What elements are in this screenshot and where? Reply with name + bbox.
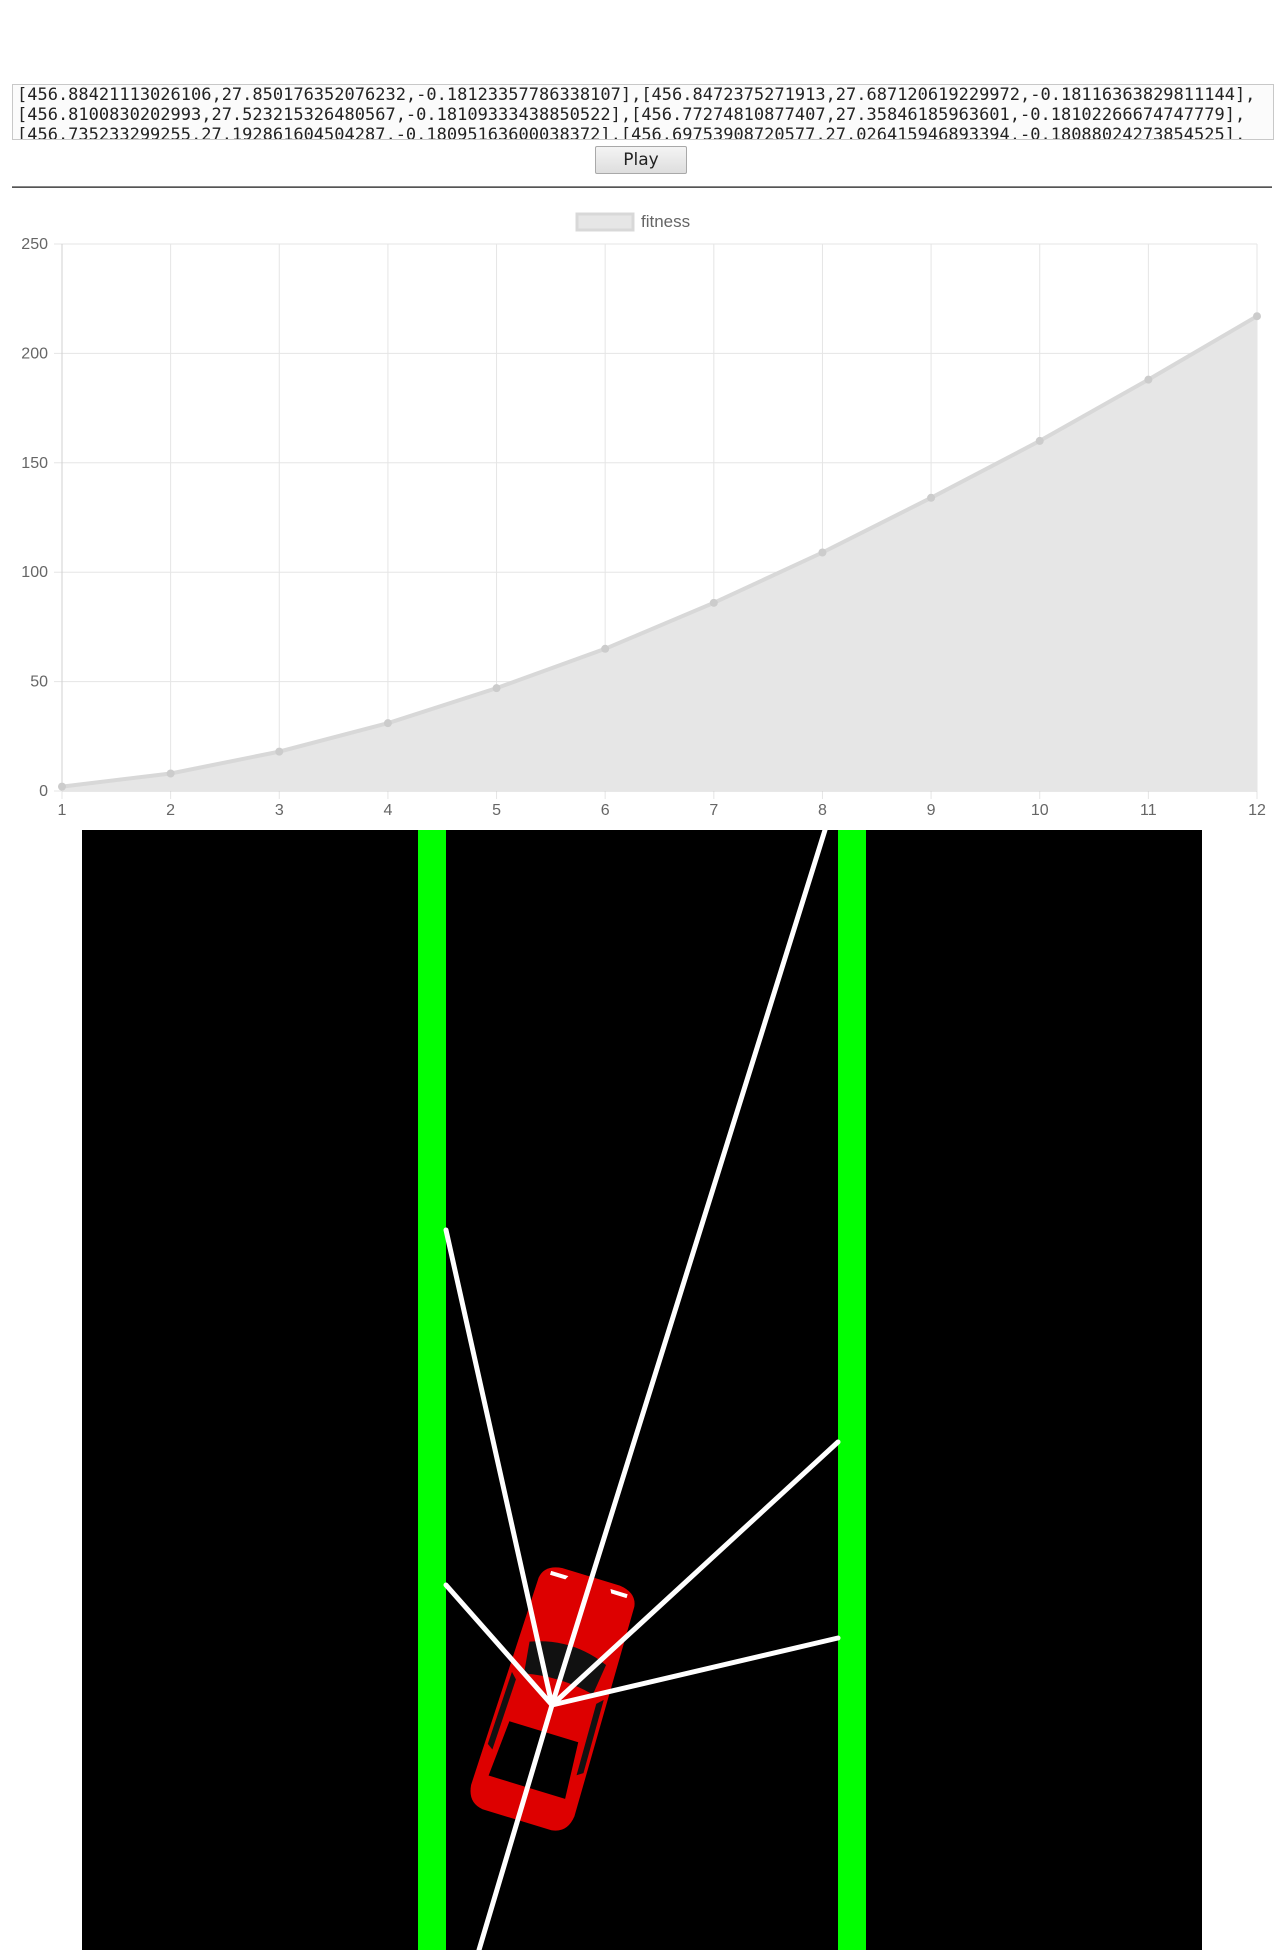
data-point [275, 747, 284, 756]
sensor-rays [443, 830, 841, 1950]
data-point [58, 782, 66, 791]
x-tick-label: 10 [1031, 802, 1049, 819]
left-wall [418, 830, 446, 1950]
log-textarea[interactable] [13, 85, 1273, 139]
legend-label: fitness [641, 212, 690, 231]
y-tick-label: 250 [21, 236, 48, 253]
y-tick-label: 150 [21, 455, 48, 472]
x-tick-label: 3 [275, 802, 284, 819]
x-axis-ticks: 1 2 3 4 5 6 7 8 9 10 11 12 [58, 802, 1266, 819]
x-tick-label: 5 [492, 802, 501, 819]
data-point [166, 769, 175, 778]
sensor-ray-left-lower [443, 1582, 555, 1708]
y-tick-label: 100 [21, 564, 48, 581]
x-tick-label: 4 [383, 802, 392, 819]
x-tick-label: 8 [818, 802, 827, 819]
x-tick-label: 2 [166, 802, 175, 819]
x-tick-label: 11 [1140, 802, 1157, 819]
series-line-fitness [61, 314, 1259, 789]
chart-legend: fitness [575, 212, 690, 232]
divider [12, 186, 1272, 188]
y-tick-label: 50 [30, 674, 48, 691]
x-tick-label: 1 [58, 802, 67, 819]
chart-area [61, 314, 1259, 791]
sensor-ray-rear [476, 1702, 555, 1950]
sensor-ray-right-upper [549, 1439, 841, 1708]
series-area-fitness [62, 316, 1257, 791]
data-point [1035, 436, 1044, 445]
x-tick-label: 9 [927, 802, 936, 819]
right-wall [838, 830, 866, 1950]
play-button[interactable]: Play [595, 146, 687, 174]
x-tick-label: 6 [601, 802, 610, 819]
simulation-canvas [82, 830, 1202, 1950]
chart-points [58, 312, 1261, 791]
data-point [1144, 375, 1153, 384]
y-tick-label: 0 [39, 783, 48, 800]
legend-swatch [575, 212, 635, 232]
data-point [818, 548, 827, 557]
data-point [492, 684, 501, 693]
sensor-ray-forward [549, 830, 828, 1708]
data-point [1253, 312, 1261, 321]
simulation-scene [418, 830, 866, 1950]
x-tick-label: 7 [709, 802, 718, 819]
x-tick-label: 12 [1248, 802, 1266, 819]
log-textarea-container[interactable] [12, 84, 1274, 140]
data-point [927, 493, 936, 502]
data-point [601, 644, 610, 653]
y-tick-label: 200 [21, 345, 48, 362]
y-axis-ticks: 0 50 100 150 200 250 [21, 236, 48, 800]
sensor-ray-left-upper [443, 1227, 555, 1708]
sensor-ray-right-lower [549, 1635, 841, 1708]
data-point [709, 598, 718, 607]
data-point [383, 719, 392, 728]
